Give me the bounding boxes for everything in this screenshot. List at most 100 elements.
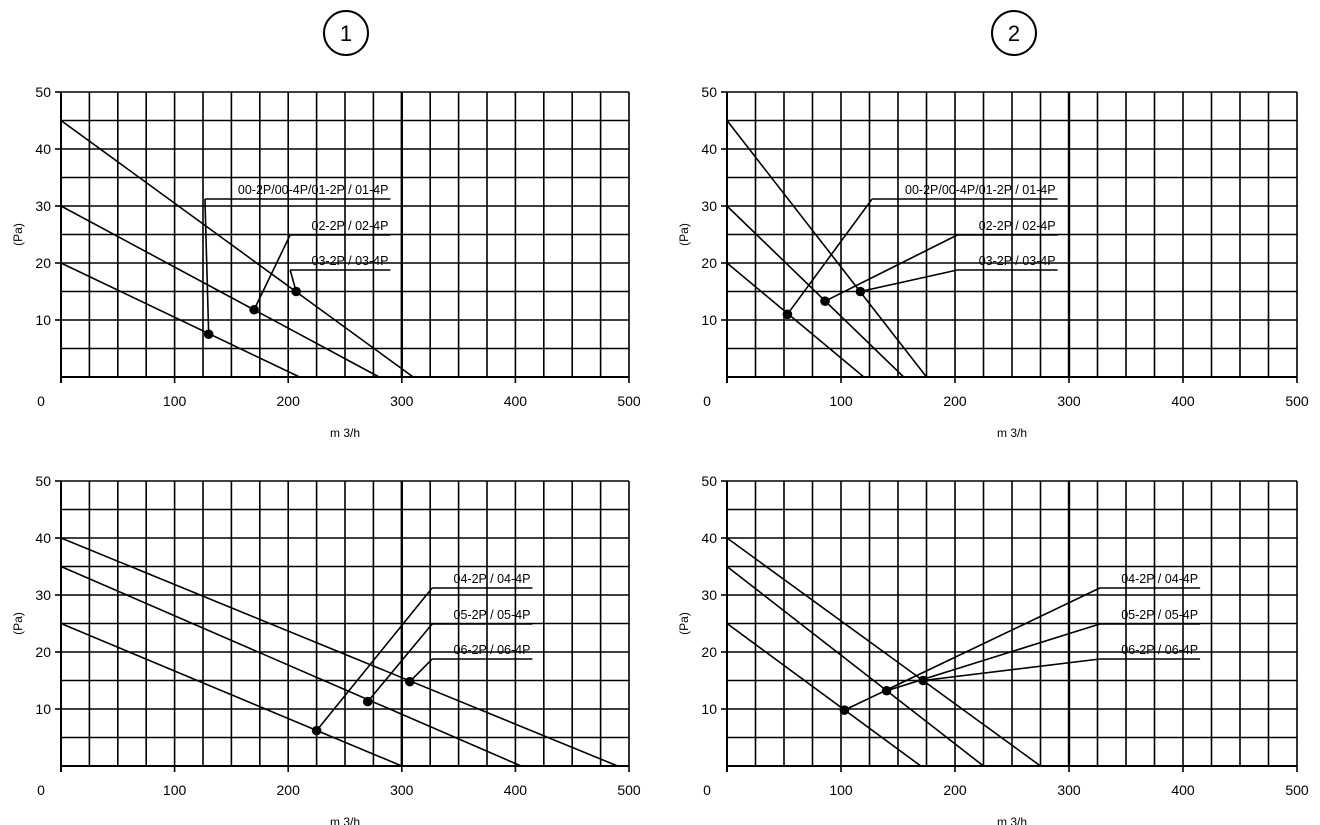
y-tick-label: 30 [701, 587, 717, 603]
series-line [60, 622, 403, 767]
y-axis-label: (Pa) [11, 612, 25, 635]
y-tick-label: 40 [701, 141, 717, 157]
series-label: 04-2P / 04-4P [454, 572, 531, 586]
series-label: 02-2P / 02-4P [979, 219, 1056, 233]
series-label: 00-2P/00-4P/01-2P / 01-4P [238, 183, 389, 197]
x-tick-label: 0 [37, 782, 45, 798]
x-axis-label: m 3/h [997, 426, 1027, 440]
x-axis-label: m 3/h [330, 815, 360, 825]
x-tick-label: 500 [617, 782, 641, 798]
x-tick-label: 400 [1171, 782, 1195, 798]
series-label: 05-2P / 05-4P [1121, 608, 1198, 622]
series-1: 04-2P / 04-4P [60, 572, 533, 767]
leader-line [860, 269, 958, 293]
y-tick-label: 10 [701, 312, 717, 328]
x-tick-label: 500 [1285, 782, 1309, 798]
y-tick-label: 40 [35, 141, 51, 157]
column-marker-1-circle [323, 10, 369, 56]
y-tick-label: 50 [701, 84, 717, 100]
leader-line [786, 198, 873, 315]
leader-line [253, 234, 291, 311]
y-axis-label: (Pa) [11, 223, 25, 246]
series-2: 02-2P / 02-4P [726, 205, 1058, 378]
x-tick-label: 500 [617, 393, 641, 409]
series-label: 05-2P / 05-4P [454, 608, 531, 622]
x-tick-label: 300 [1057, 393, 1081, 409]
series-label: 03-2P / 03-4P [312, 254, 389, 268]
series-label: 04-2P / 04-4P [1121, 572, 1198, 586]
y-axis-label: (Pa) [677, 223, 691, 246]
x-tick-label: 400 [504, 393, 528, 409]
series-label: 06-2P / 06-4P [1121, 643, 1198, 657]
series-line [726, 205, 905, 378]
series-line [726, 120, 928, 378]
x-tick-label: 400 [504, 782, 528, 798]
column-marker-2: 2 [991, 10, 1037, 56]
series-1: 00-2P/00-4P/01-2P / 01-4P [60, 183, 391, 378]
x-tick-label: 200 [943, 782, 967, 798]
leader-line [922, 658, 1100, 682]
x-tick-label: 300 [1057, 782, 1081, 798]
x-tick-label: 400 [1171, 393, 1195, 409]
y-tick-label: 30 [35, 587, 51, 603]
series-2: 02-2P / 02-4P [60, 205, 391, 378]
x-tick-label: 100 [829, 393, 853, 409]
y-tick-label: 50 [701, 473, 717, 489]
leader-line [315, 587, 433, 732]
leader-line [289, 269, 297, 292]
x-axis-label: m 3/h [330, 426, 360, 440]
y-tick-label: 10 [701, 701, 717, 717]
x-tick-label: 0 [37, 393, 45, 409]
x-tick-label: 300 [390, 393, 414, 409]
series-3: 06-2P / 06-4P [60, 537, 618, 767]
x-tick-label: 200 [277, 393, 301, 409]
series-1: 04-2P / 04-4P [726, 572, 1201, 767]
grid [60, 480, 630, 767]
y-tick-label: 40 [701, 530, 717, 546]
x-tick-label: 0 [703, 782, 711, 798]
x-tick-label: 500 [1285, 393, 1309, 409]
series-line [60, 565, 522, 767]
y-tick-label: 20 [35, 255, 51, 271]
y-tick-label: 30 [35, 198, 51, 214]
series-2: 05-2P / 05-4P [60, 565, 533, 767]
operating-point [291, 286, 301, 297]
series-3: 06-2P / 06-4P [726, 537, 1201, 767]
series-line [726, 262, 865, 378]
series-label: 06-2P / 06-4P [454, 643, 531, 657]
grid [726, 480, 1298, 767]
column-marker-2-text: 2 [1008, 21, 1020, 46]
x-tick-label: 200 [943, 393, 967, 409]
y-tick-label: 50 [35, 84, 51, 100]
series-line [60, 537, 618, 767]
column-marker-1: 1 [323, 10, 369, 56]
x-axis-label: m 3/h [997, 815, 1027, 825]
series-line [60, 119, 414, 378]
x-tick-label: 100 [829, 782, 853, 798]
series-line [726, 565, 984, 767]
x-tick-label: 100 [163, 393, 187, 409]
y-tick-label: 10 [35, 312, 51, 328]
series-line [60, 205, 380, 378]
y-tick-label: 20 [701, 644, 717, 660]
y-tick-label: 40 [35, 530, 51, 546]
series-2: 05-2P / 05-4P [726, 565, 1201, 767]
x-tick-label: 300 [390, 782, 414, 798]
y-tick-label: 50 [35, 473, 51, 489]
leader-line [367, 623, 433, 703]
y-tick-label: 10 [35, 701, 51, 717]
x-tick-label: 100 [163, 782, 187, 798]
series-line [726, 622, 922, 767]
series-line [60, 262, 300, 378]
column-marker-1-text: 1 [340, 21, 352, 46]
y-tick-label: 30 [701, 198, 717, 214]
leader-line [204, 198, 210, 335]
y-tick-label: 20 [701, 255, 717, 271]
x-tick-label: 0 [703, 393, 711, 409]
